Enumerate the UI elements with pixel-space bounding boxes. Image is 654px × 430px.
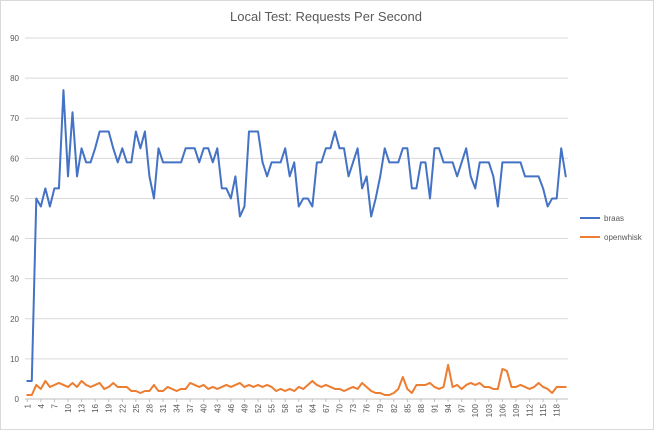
x-tick-label: 37 <box>186 403 195 412</box>
x-tick-label: 94 <box>444 403 453 412</box>
x-tick-label: 97 <box>458 403 467 412</box>
x-tick-label: 7 <box>50 403 59 408</box>
x-tick-label: 100 <box>471 403 480 417</box>
x-tick-label: 73 <box>349 403 358 412</box>
x-tick-label: 34 <box>173 403 182 412</box>
x-tick-label: 64 <box>308 403 317 412</box>
x-tick-label: 76 <box>363 403 372 412</box>
y-tick-label: 90 <box>10 34 19 43</box>
x-tick-label: 106 <box>498 403 507 417</box>
x-tick-label: 82 <box>390 403 399 412</box>
y-tick-label: 30 <box>10 275 19 284</box>
x-tick-label: 10 <box>64 403 73 412</box>
y-tick-label: 80 <box>10 74 19 83</box>
legend-label-openwhisk: openwhisk <box>604 233 643 242</box>
x-tick-label: 49 <box>240 403 249 412</box>
y-tick-label: 0 <box>15 395 20 404</box>
x-tick-label: 52 <box>254 403 263 412</box>
x-tick-label: 46 <box>227 403 236 412</box>
x-tick-label: 16 <box>91 403 100 412</box>
chart-title: Local Test: Requests Per Second <box>230 9 422 24</box>
x-tick-label: 91 <box>431 403 440 412</box>
x-tick-label: 109 <box>512 403 521 417</box>
series-line-openwhisk <box>26 363 567 396</box>
y-tick-label: 10 <box>10 355 19 364</box>
x-tick-label: 40 <box>200 403 209 412</box>
x-tick-label: 103 <box>485 403 494 417</box>
x-tick-label: 43 <box>213 403 222 412</box>
x-tick-label: 55 <box>268 403 277 412</box>
x-tick-label: 67 <box>322 403 331 412</box>
x-tick-label: 70 <box>335 403 344 412</box>
x-tick-label: 13 <box>78 403 87 412</box>
y-tick-label: 50 <box>10 194 19 203</box>
plot-area: 0 10 20 30 40 50 60 70 80 90 1 4 7 10 13 16 19 22 25 28 31 34… <box>10 34 568 417</box>
x-tick-label: 79 <box>376 403 385 412</box>
legend: braas openwhisk <box>580 214 643 242</box>
x-tick-label: 19 <box>105 403 114 412</box>
x-tick-label: 112 <box>526 403 535 416</box>
x-tick-label: 115 <box>539 403 548 416</box>
series-line-braas <box>26 89 567 382</box>
x-tick-label: 88 <box>417 403 426 412</box>
y-tick-label: 60 <box>10 154 19 163</box>
y-tick-label: 20 <box>10 315 19 324</box>
x-tick-label: 31 <box>159 403 168 412</box>
x-tick-label: 22 <box>118 403 127 412</box>
x-tick-label: 61 <box>295 403 304 412</box>
legend-label-braas: braas <box>604 214 624 223</box>
x-tick-label: 58 <box>281 403 290 412</box>
x-tick-label: 28 <box>145 403 154 412</box>
x-tick-label: 118 <box>553 403 562 416</box>
x-tick-label: 25 <box>132 403 141 412</box>
y-tick-label: 40 <box>10 235 19 244</box>
x-tick-label: 85 <box>403 403 412 412</box>
x-tick-label: 4 <box>37 403 46 408</box>
x-tick-label: 1 <box>23 403 32 408</box>
y-tick-label: 70 <box>10 114 19 123</box>
